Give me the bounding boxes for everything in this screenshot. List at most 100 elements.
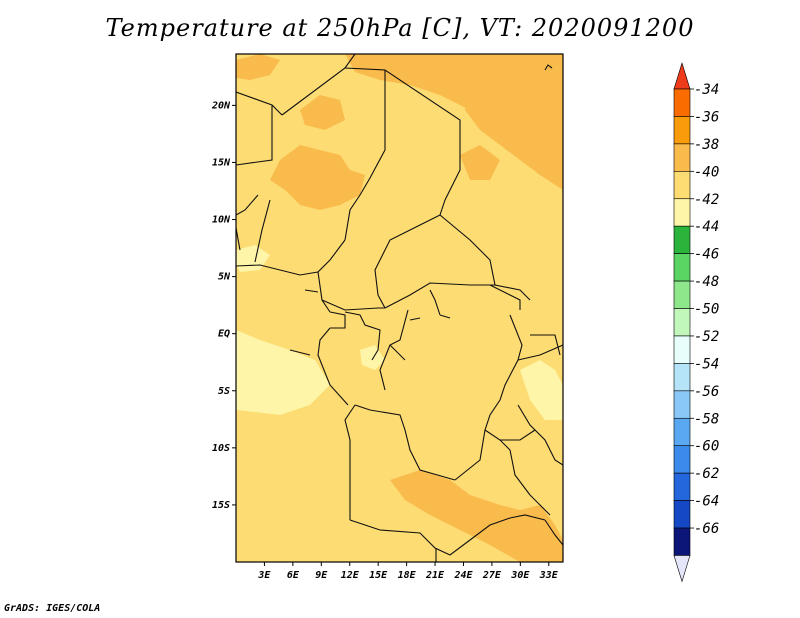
map-frame	[235, 53, 564, 563]
border-line	[304, 289, 319, 293]
colorbar-label: -38	[694, 137, 719, 153]
colorbar-band	[673, 171, 691, 200]
latitude-axis: 20N 15N 10N 5N EQ 5S 10S 15S	[211, 100, 236, 511]
colorbar-band	[673, 390, 691, 419]
colorbar-band	[673, 417, 691, 447]
border-line	[544, 64, 553, 71]
colorbar-band	[673, 198, 691, 227]
colorbar-band	[673, 308, 691, 337]
colorbar-band	[673, 253, 691, 282]
border-line	[384, 282, 495, 309]
colorbar-label: -52	[694, 329, 719, 345]
lat-tick-label: 15S	[212, 500, 230, 511]
border-line	[236, 264, 319, 276]
border-line	[254, 199, 271, 263]
temperature-region	[390, 470, 563, 562]
lat-tick-label: EQ	[218, 329, 230, 340]
lon-tick-label: 12E	[341, 570, 360, 581]
colorbar-label: -60	[694, 439, 719, 455]
colorbar-label: -44	[694, 219, 719, 235]
colorbar-label: -54	[694, 356, 719, 372]
lat-tick-label: 15N	[212, 157, 231, 168]
colorbar-label: -46	[694, 247, 719, 263]
colorbar-label: -48	[694, 274, 719, 290]
colorbar-band	[673, 116, 691, 145]
border-line	[344, 311, 381, 361]
lat-tick-label: 10S	[212, 443, 230, 454]
lon-tick-label: 15E	[369, 570, 388, 581]
colorbar-band	[673, 88, 691, 117]
border-line	[374, 214, 441, 309]
border-line	[439, 314, 451, 319]
temperature-region	[236, 54, 280, 80]
border-line	[429, 289, 441, 316]
colorbar-label: -66	[694, 521, 719, 537]
colorbar-label: -62	[694, 466, 719, 482]
temperature-region	[236, 330, 330, 415]
border-line	[344, 404, 356, 520]
border-line	[389, 344, 406, 361]
longitude-axis: 3E 6E 9E 12E 15E 18E 21E 24E 27E 30E 33E	[257, 562, 559, 581]
lon-tick-label: 9E	[315, 570, 328, 581]
lat-tick-label: 20N	[211, 100, 231, 111]
colorbar-band	[673, 280, 691, 309]
lon-tick-label: 18E	[398, 570, 417, 581]
border-line	[530, 334, 561, 356]
colorbar-bottom-triangle	[673, 555, 691, 583]
colorbar-label: -56	[694, 384, 719, 400]
lat-tick-label: 10N	[212, 215, 231, 226]
border-line	[329, 311, 346, 329]
lon-tick-label: 33E	[539, 570, 559, 581]
colorbar-label: -40	[694, 164, 719, 180]
lon-tick-label: 21E	[425, 570, 445, 581]
colorbar-band	[673, 445, 691, 474]
colorbar-label: -36	[694, 109, 719, 125]
colorbar-label: -42	[694, 192, 719, 208]
border-line	[454, 314, 523, 481]
colorbar-label: -50	[694, 302, 719, 318]
border-line	[517, 344, 563, 361]
lon-tick-label: 27E	[482, 570, 502, 581]
border-line	[344, 70, 386, 241]
colorbar-band	[673, 472, 691, 501]
lon-tick-label: 6E	[287, 570, 300, 581]
temperature-region	[300, 95, 345, 130]
border-line	[439, 214, 531, 301]
border-line	[317, 327, 349, 406]
temperature-region	[465, 54, 563, 190]
temperature-region	[345, 54, 470, 110]
border-line	[349, 514, 546, 556]
colorbar-band	[673, 527, 691, 556]
border-line	[484, 429, 531, 496]
colorbar-band	[673, 143, 691, 172]
border-line	[236, 105, 273, 166]
chart-title: Temperature at 250hPa [C], VT: 202009120…	[105, 14, 695, 42]
border-line	[529, 494, 551, 516]
border-line	[544, 519, 563, 546]
lon-tick-label: 30E	[510, 570, 530, 581]
colorbar-band	[673, 363, 691, 392]
country-borders	[236, 54, 563, 562]
colorbar-label: -64	[694, 494, 719, 510]
border-line	[354, 404, 456, 481]
grads-credit: GrADS: IGES/COLA	[4, 603, 101, 614]
colorbar-band	[673, 500, 691, 529]
border-line	[321, 299, 385, 311]
border-line	[236, 194, 259, 216]
temperature-region	[460, 145, 500, 180]
lat-tick-label: 5N	[218, 272, 231, 283]
temperature-regions	[236, 54, 563, 562]
border-line	[289, 349, 311, 356]
border-line	[236, 227, 241, 251]
lon-tick-label: 3E	[257, 570, 271, 581]
temperature-region	[360, 345, 385, 370]
colorbar-band	[673, 335, 691, 364]
border-line	[500, 429, 536, 441]
border-line	[409, 317, 421, 321]
colorbar-label: -34	[694, 82, 719, 98]
border-line	[344, 67, 461, 216]
border-line	[489, 284, 521, 310]
temperature-region	[520, 360, 563, 420]
colorbar-band	[673, 225, 691, 254]
